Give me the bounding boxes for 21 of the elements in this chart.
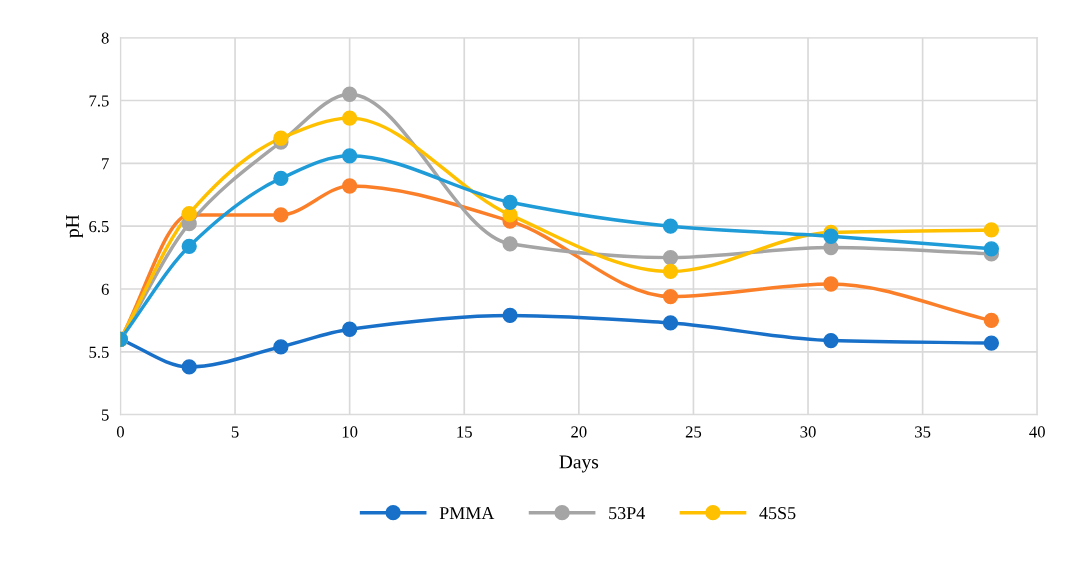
- x-tick-label: 30: [800, 426, 816, 438]
- y-tick-label: 7: [102, 158, 109, 170]
- y-axis-title: pH: [66, 214, 83, 238]
- x-tick-label: 10: [342, 426, 358, 438]
- x-tick-label: 0: [116, 426, 124, 438]
- x-tick-label: 20: [571, 426, 587, 438]
- legend-label: PMMA: [439, 507, 495, 519]
- y-tick-label: 6: [101, 283, 109, 295]
- x-tick-label: 25: [685, 426, 702, 438]
- x-tick-label: 35: [915, 426, 931, 438]
- y-tick-label: 5: [101, 409, 109, 421]
- y-tick-label: 7.5: [89, 95, 109, 107]
- y-tick-label: 8: [101, 32, 109, 44]
- y-tick-label: 5.5: [89, 346, 109, 358]
- x-axis-title: Days: [559, 455, 599, 473]
- legend-label: 45S5: [759, 507, 796, 520]
- x-tick-label: 40: [1029, 426, 1045, 438]
- x-tick-label: 5: [231, 426, 239, 438]
- y-tick-label: 6.5: [89, 220, 109, 233]
- x-tick-label: 15: [457, 426, 472, 438]
- legend-label: 53P4: [609, 507, 645, 520]
